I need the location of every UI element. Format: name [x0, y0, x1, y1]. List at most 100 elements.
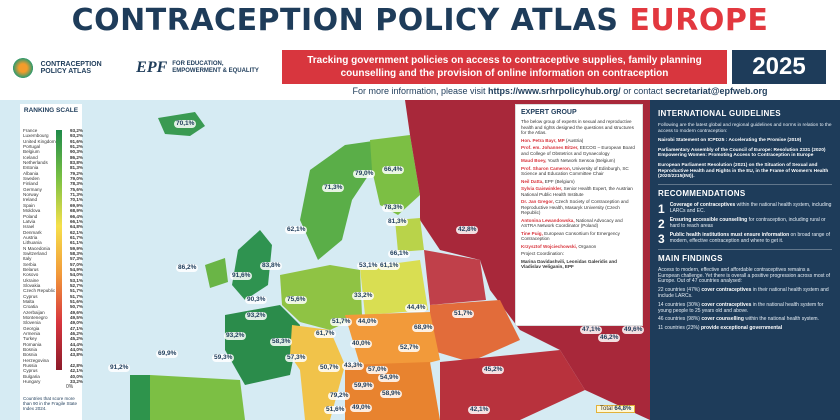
ranking-row: Switzerland 58,3%: [23, 251, 83, 256]
ranking-value: 91,6%: [69, 138, 83, 144]
map-value-label: 51,7%: [452, 310, 475, 318]
ranking-value: 70,1%: [69, 197, 83, 203]
more-info-prefix: For more information, please visit: [352, 86, 489, 96]
recommendation-bold: Coverage of contraceptives: [669, 201, 736, 208]
ranking-row: Sweden 79,0%: [23, 176, 83, 181]
map-value-label: 81,3%: [386, 218, 409, 226]
recommendation-bold: Ensuring accessible counselling: [669, 216, 748, 223]
expert-affiliation: National Advocacy and ASTRA Network Coor…: [521, 217, 623, 229]
guideline-item: Nairobi Statement on ICPD25 : Accelerati…: [658, 138, 832, 144]
ranking-row: Belarus 54,9%: [23, 267, 83, 272]
ranking-country: Estonia: [23, 165, 39, 171]
map-value-label: 49,6%: [622, 326, 645, 334]
ranking-row: Poland 66,4%: [23, 214, 83, 219]
atlas-logo-text: CONTRACEPTION POLICY ATLAS: [40, 61, 102, 75]
ranking-country: Cyprus: [23, 293, 38, 299]
ranking-row: Iceland 86,2%: [23, 155, 83, 160]
recommendation-rest: on broad range of modern, effective cont…: [669, 231, 831, 244]
ranking-zero-label: 0%: [66, 384, 74, 390]
finding-post: in their national health system and incl…: [658, 287, 829, 299]
logos: CONTRACEPTION POLICY ATLAS EPF FOR EDUCA…: [10, 48, 270, 88]
ranking-country: Norway: [23, 192, 39, 198]
ranking-value: 90,3%: [69, 149, 83, 155]
ranking-row: Serbia 57,0%: [23, 262, 83, 267]
ranking-country: Bosnia: [23, 347, 38, 353]
recommendation-rest: within the national health system, inclu…: [669, 201, 832, 214]
ranking-country: Serbia: [23, 261, 37, 267]
map-value-label: 59,3%: [212, 354, 235, 362]
ranking-row: France 93,2%: [23, 128, 83, 133]
recommendation-item: 2 Ensuring accessible counselling for con…: [658, 216, 832, 230]
guideline-title: Parliamentary Assembly of the Council of…: [658, 147, 826, 159]
tagline-banner: Tracking government policies on access t…: [282, 50, 727, 84]
expert-name: Tine Puig,: [521, 230, 543, 236]
recommendation-number: 3: [658, 231, 665, 246]
ranking-scale-title: RANKING SCALE: [23, 107, 79, 114]
ranking-value: 64,8%: [69, 224, 83, 230]
region-germany: [280, 265, 362, 330]
map-value-label: 93,2%: [224, 332, 247, 340]
ranking-row: Norway 71,3%: [23, 192, 83, 197]
ranking-country: France: [23, 128, 38, 133]
ranking-row: Netherlands 83,8%: [23, 160, 83, 165]
ranking-value: 93,2%: [69, 133, 83, 139]
finding-item: 14 countries (30%) cover contraceptives …: [658, 301, 832, 315]
map-value-label: 45,2%: [482, 366, 505, 374]
finding-post: in the national health system for young …: [658, 301, 824, 314]
ranking-country: Austria: [23, 234, 38, 240]
ranking-row: Germany 75,6%: [23, 187, 83, 192]
ranking-value: 78,3%: [69, 181, 83, 187]
page-title: CONTRACEPTION POLICY ATLAS EUROPE: [0, 0, 840, 42]
ranking-country: Montenegro: [23, 315, 48, 321]
title-main: CONTRACEPTION POLICY ATLAS: [71, 3, 630, 38]
ranking-country: N Macedonia: [23, 245, 51, 251]
map-value-label: 44,0%: [356, 318, 379, 326]
map-value-label: 42,8%: [456, 226, 479, 234]
map-value-label: 57,0%: [366, 366, 389, 374]
map-value-label: 90,3%: [245, 296, 268, 304]
expert-group-title: EXPERT GROUP: [521, 109, 577, 116]
ranking-row: Croatia 50,7%: [23, 304, 83, 309]
ranking-country: Czech Republic: [23, 288, 56, 294]
ranking-row: Georgia 47,1%: [23, 326, 83, 331]
ranking-row: Bosnia Herzegovina 43,8%: [23, 352, 83, 363]
ranking-row: Belgium 90,3%: [23, 149, 83, 154]
expert-member: Sylvia Gaiswinkler, Senior Health Expert…: [521, 186, 637, 197]
ranking-value: 33,2%: [69, 379, 83, 385]
more-info-line: For more information, please visit https…: [300, 86, 820, 100]
map-value-label: 91,2%: [108, 364, 131, 372]
divider: [658, 248, 832, 250]
expert-affiliation: Senior Health Expert, the Austrian Natio…: [521, 186, 633, 197]
ranking-row: Slovakia 52,7%: [23, 283, 83, 288]
ranking-row: Albania 79,2%: [23, 171, 83, 176]
guideline-item: European Parliament Resolution (2021) on…: [658, 163, 832, 180]
map-value-label: 62,1%: [285, 226, 308, 234]
website-link[interactable]: https://www.srhrpolicyhub.org/: [488, 86, 621, 96]
ranking-value: 61,7%: [69, 234, 83, 240]
ranking-value: 69,9%: [69, 202, 83, 208]
map-value-label: 91,6%: [230, 272, 253, 280]
region-norway-sweden: [300, 140, 380, 260]
atlas-logo-icon: [10, 58, 36, 78]
map-value-label: 51,6%: [324, 406, 347, 414]
ranking-country: Turkey: [23, 336, 37, 342]
expert-group-intro: The below group of experts in sexual and…: [521, 119, 634, 135]
ranking-value: 53,1%: [69, 277, 83, 283]
expert-name: Prof. Sharon Cameron,: [521, 165, 572, 171]
map-value-label: 66,1%: [388, 250, 411, 258]
ranking-value: 43,8%: [69, 352, 83, 358]
ranking-country: Slovakia: [23, 282, 41, 288]
map-value-label: 57,3%: [285, 354, 308, 362]
epf-logo-mark: EPF: [136, 59, 168, 76]
region-portugal: [130, 375, 150, 420]
expert-affiliation: University of Edinburgh, SC Science and …: [521, 165, 629, 177]
ranking-value: 49,6%: [69, 309, 83, 315]
ranking-value: 44,0%: [69, 347, 83, 353]
email-link[interactable]: secretariat@epfweb.org: [665, 86, 768, 96]
ranking-value: 54,9%: [69, 266, 83, 272]
expert-name: Prof. em. Johannes Bitzer,: [521, 145, 579, 150]
expert-name: Hon. Petra Bayr, MP: [521, 137, 565, 143]
map-value-label: 51,7%: [330, 318, 353, 326]
finding-pre: 46 countries (98%): [658, 316, 702, 323]
ranking-country: Romania: [23, 341, 42, 347]
